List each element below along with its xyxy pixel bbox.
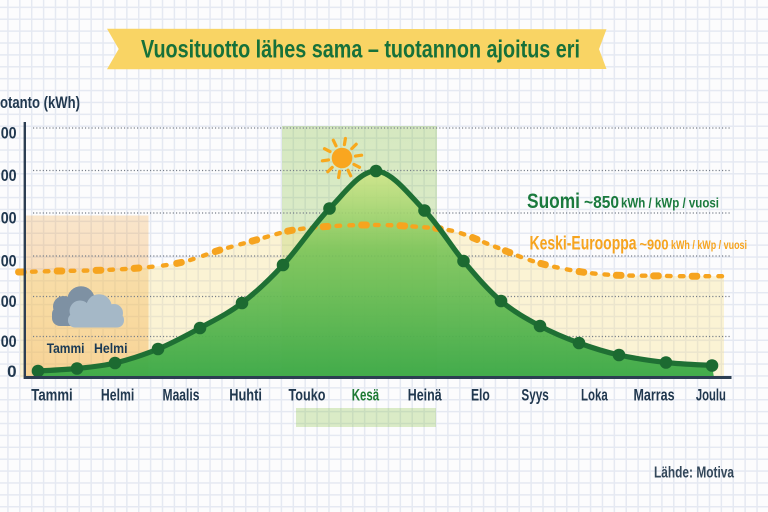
svg-text:Heinä: Heinä [408,385,442,404]
svg-text:~900: ~900 [640,237,669,254]
svg-text:Tammi: Tammi [47,341,85,356]
svg-text:Syys: Syys [521,385,548,404]
svg-text:otanto (kWh): otanto (kWh) [0,94,80,112]
svg-text:Joulu: Joulu [696,385,726,404]
svg-text:00: 00 [1,208,17,227]
svg-text:Huhti: Huhti [229,385,262,404]
svg-text:~850: ~850 [584,192,619,212]
svg-text:Vuosituotto lähes sama – tuota: Vuosituotto lähes sama – tuotannon ajoit… [141,36,580,64]
svg-text:00: 00 [1,251,17,270]
svg-text:Lähde: Motiva: Lähde: Motiva [654,465,734,482]
svg-text:00: 00 [1,166,17,185]
svg-text:Keski-Eurooppa: Keski-Eurooppa [530,233,637,255]
svg-text:Tammi: Tammi [31,385,72,404]
svg-text:Suomi: Suomi [527,190,580,213]
svg-text:Touko: Touko [289,385,326,404]
svg-text:Helmi: Helmi [101,385,134,404]
svg-text:Maalis: Maalis [163,385,200,404]
svg-text:00: 00 [1,123,17,142]
svg-text:Helmi: Helmi [94,341,128,356]
svg-text:Marras: Marras [633,385,674,404]
svg-text:Loka: Loka [581,385,608,404]
svg-text:00: 00 [1,292,17,311]
svg-text:00: 00 [1,332,17,351]
svg-text:kWh / kWp / vuosi: kWh / kWp / vuosi [621,195,719,211]
svg-text:Kesä: Kesä [352,385,380,404]
svg-text:Elo: Elo [471,385,490,404]
svg-text:kWh / kWp / vuosi: kWh / kWp / vuosi [671,238,747,252]
svg-text:0: 0 [7,362,16,381]
